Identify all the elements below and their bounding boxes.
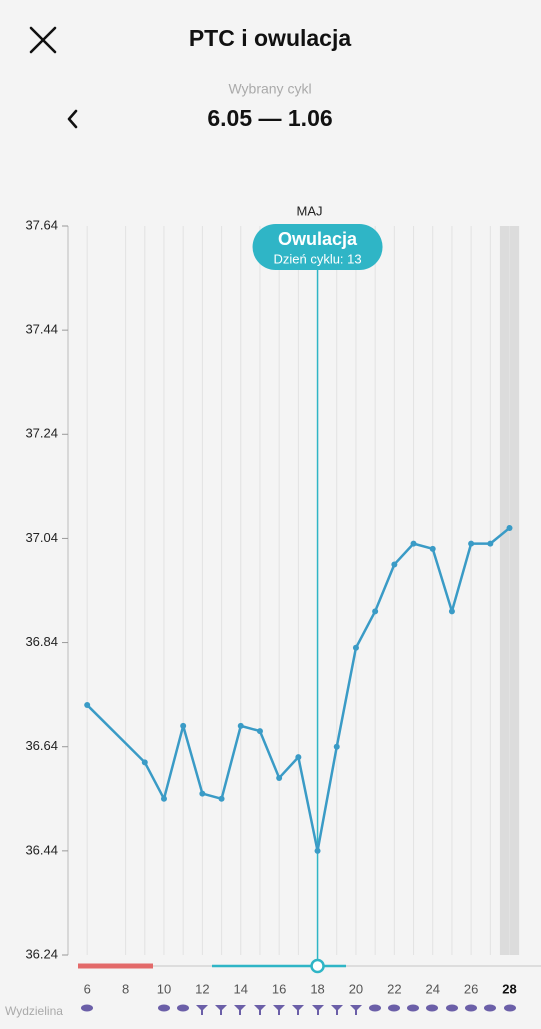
cycle-label: Wybrany cykl [228,81,311,97]
x-tick-label: 8 [122,981,129,996]
discharge-icon [292,1005,304,1015]
temperature-point [352,644,359,651]
y-tick-label: 36.44 [25,842,58,857]
x-tick-label: 26 [464,981,478,996]
discharge-icon [196,1005,208,1015]
temperature-point [237,722,244,729]
y-tick-label: 37.64 [25,217,58,232]
x-tick-label: 20 [349,981,363,996]
discharge-icon [407,1004,419,1012]
x-tick-label: 16 [272,981,286,996]
discharge-icon [446,1004,458,1012]
discharge-icon [426,1004,438,1012]
discharge-icon [388,1004,400,1012]
discharge-icon [215,1005,227,1015]
y-tick-label: 37.44 [25,322,58,337]
y-tick-label: 37.04 [25,530,58,545]
discharge-icon [312,1005,324,1015]
discharge-icon [369,1004,381,1012]
x-tick-label: 6 [84,981,91,996]
temperature-point [410,540,417,547]
x-tick-label: 28 [502,981,516,996]
discharge-icons [81,1004,516,1015]
x-tick-label: 14 [234,981,248,996]
close-icon [29,26,57,54]
ovulation-title: Owulacja [278,229,358,249]
close-button[interactable] [29,26,57,54]
discharge-icon [234,1005,246,1015]
ovulation-handle[interactable] [310,958,325,974]
prev-cycle-button[interactable] [67,109,78,129]
discharge-icon [350,1005,362,1015]
discharge-icon [484,1004,496,1012]
page-title: PTC i owulacja [189,25,352,51]
y-tick-label: 36.24 [25,946,58,961]
temperature-point [256,728,263,735]
temperature-point [429,545,436,552]
discharge-icon [273,1005,285,1015]
temperature-point [314,847,321,854]
temperature-point [160,795,167,802]
y-tick-label: 36.84 [25,634,58,649]
y-tick-label: 37.24 [25,426,58,441]
temperature-point [487,540,494,547]
temperature-point [84,702,91,709]
plot: 36.24 36.44 36.64 36.84 37.04 37.24 37.44 37.64… [25,203,520,996]
temperature-point [141,759,148,766]
temperature-point [276,774,283,781]
x-tick-label: 24 [425,981,439,996]
discharge-icon [81,1004,93,1012]
y-tick-label: 36.64 [25,738,58,753]
x-tick-label: 18 [310,981,324,996]
discharge-icon [465,1004,477,1012]
x-tick-label: 10 [157,981,171,996]
row-label: Wydzielina [5,1004,63,1018]
temperature-point [506,525,513,532]
temperature-point [295,754,302,761]
discharge-icon [504,1004,516,1012]
temperature-point [468,540,475,547]
ovulation-day: Dzień cyklu: 13 [273,251,361,266]
x-tick-label: 12 [195,981,209,996]
discharge-icon [158,1004,170,1012]
discharge-icon [177,1004,189,1012]
temperature-point [199,790,206,797]
cycle-period: 6.05 — 1.06 [207,105,332,131]
temperature-point [333,743,340,750]
temperature-point [391,561,398,568]
temperature-point [218,795,225,802]
ovulation-badge [252,224,383,270]
month-label: MAJ [297,203,323,218]
temperature-point [448,608,455,615]
discharge-icon [254,1005,266,1015]
x-tick-label: 22 [387,981,401,996]
temperature-point [180,722,187,729]
temperature-point [372,608,379,615]
discharge-icon [331,1005,343,1015]
